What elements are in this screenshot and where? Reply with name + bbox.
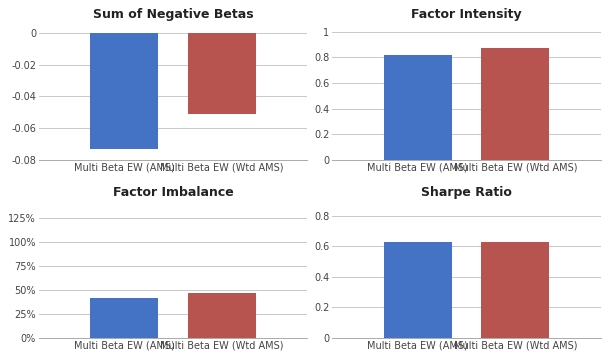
Bar: [90, 33, 158, 149]
Bar: [188, 293, 256, 338]
Title: Factor Imbalance: Factor Imbalance: [113, 186, 233, 200]
Title: Sharpe Ratio: Sharpe Ratio: [421, 186, 512, 200]
Title: Factor Intensity: Factor Intensity: [411, 8, 522, 21]
Bar: [188, 33, 256, 114]
Bar: [481, 242, 549, 338]
Bar: [481, 48, 549, 160]
Bar: [384, 55, 452, 160]
Title: Sum of Negative Betas: Sum of Negative Betas: [93, 8, 253, 21]
Bar: [384, 242, 452, 338]
Bar: [90, 298, 158, 338]
